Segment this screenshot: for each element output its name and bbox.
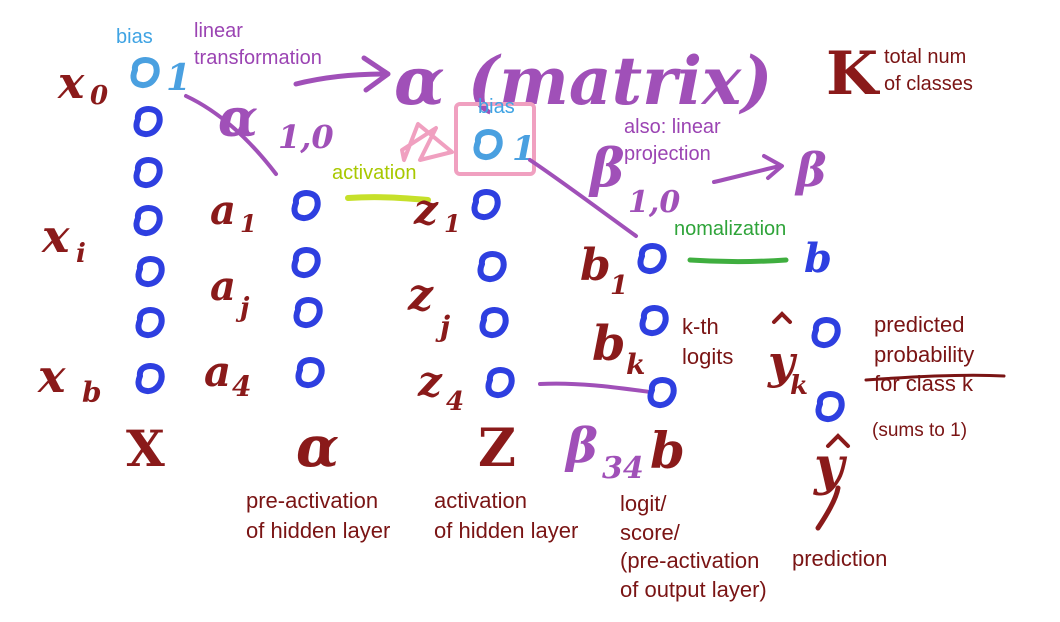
prediction-pointer (815, 485, 841, 531)
label-linear-transformation: linear transformation (194, 20, 322, 69)
logit-node (640, 246, 663, 271)
input-bias-node (133, 60, 156, 85)
symbol-a1-sub: 1 (240, 209, 257, 238)
hidden-act-node (480, 254, 503, 279)
label-also-linear-projection: also: linear projection (624, 116, 721, 165)
label-logit-score: logit/ score/ (pre-activation of output … (620, 491, 767, 602)
arrow-to-alpha-matrix (293, 71, 387, 87)
label-bias-hidden: bias (478, 96, 515, 118)
logit-node (650, 380, 673, 405)
symbol-b1-sub: 1 (610, 271, 628, 301)
symbol-beta-right: β (794, 143, 827, 197)
arrow-head (361, 55, 391, 93)
label-activation-hidden: activation of hidden layer (434, 488, 579, 543)
input-bias-one: 1 (166, 57, 191, 99)
symbol-z4: z (417, 357, 443, 406)
symbol-xb-sub: b (82, 376, 102, 409)
symbol-zj-sub: j (435, 310, 450, 343)
symbol-zj: z (407, 270, 434, 321)
input-node (138, 310, 161, 335)
activation-line (345, 194, 431, 203)
hidden-pre-node (294, 250, 317, 275)
symbol-beta-34-sub: 34 (602, 451, 644, 486)
weight-line-beta-34 (538, 381, 652, 394)
symbol-b1: b (580, 240, 611, 291)
weight-line-beta-10 (528, 158, 638, 238)
input-node (136, 160, 159, 185)
hidden-act-node (474, 192, 497, 217)
symbol-alpha-10-sub: 1,0 (278, 118, 334, 156)
label-total-num-classes: total num of classes (884, 46, 973, 95)
label-activation: activation (332, 162, 417, 184)
symbol-aj-sub: j (235, 293, 250, 323)
hidden-bias-node (476, 132, 499, 157)
symbol-a4-sub: 4 (232, 370, 251, 403)
symbol-a4: a (204, 347, 231, 396)
input-node (138, 366, 161, 391)
hidden-act-node (482, 310, 505, 335)
symbol-b-normalized: b (804, 235, 832, 282)
symbol-x0-sub: 0 (90, 81, 108, 111)
probability-node (814, 320, 837, 345)
symbol-aj: a (210, 263, 236, 310)
pink-star (400, 122, 454, 162)
symbol-Z: Z (478, 418, 516, 479)
label-pre-activation-hidden: pre-activation of hidden layer (246, 488, 391, 543)
symbol-xb: x (37, 349, 66, 403)
symbol-X: X (126, 419, 165, 478)
hidden-act-node (488, 370, 511, 395)
symbol-beta-10: β (588, 138, 625, 199)
symbol-z1-sub: 1 (444, 209, 461, 238)
symbol-beta-10-sub: 1,0 (628, 185, 680, 220)
label-sums-to-one: (sums to 1) (872, 420, 968, 441)
input-node (136, 208, 159, 233)
hidden-pre-node (294, 193, 317, 218)
symbol-beta-34: β (564, 418, 598, 474)
yk-hat-caret (772, 311, 792, 324)
symbol-b-vector: b (650, 421, 685, 480)
input-node (136, 109, 159, 134)
symbol-yk-sub: k (790, 371, 808, 401)
label-normalization: nomalization (674, 218, 787, 240)
weight-line-alpha-10 (184, 94, 278, 176)
logit-node (642, 308, 665, 333)
symbol-x0: x (57, 58, 85, 109)
probability-underline (864, 373, 1006, 382)
hidden-bias-box (454, 102, 536, 176)
hidden-pre-node (298, 360, 321, 385)
symbol-xi-sub: i (76, 239, 86, 269)
input-node (138, 259, 161, 284)
symbol-z4-sub: 4 (446, 387, 464, 417)
symbol-alpha-10: α (218, 88, 258, 149)
normalization-line (687, 257, 789, 264)
y-hat-caret (826, 433, 850, 448)
symbol-z1: z (413, 185, 439, 234)
label-predicted-probability: predicted probability for class k (874, 312, 975, 397)
symbol-a-vector: α (296, 414, 339, 480)
arrow-to-beta (712, 164, 782, 184)
symbol-alpha-matrix: α (matrix) (394, 42, 773, 120)
symbol-xi: x (41, 209, 70, 263)
symbol-a1: a (210, 187, 236, 234)
label-prediction: prediction (792, 546, 888, 571)
symbol-bk-sub: k (626, 348, 645, 381)
label-bias-input: bias (116, 26, 153, 48)
symbol-K: K (826, 39, 880, 109)
label-kth-logits: k-th logits (682, 314, 734, 369)
hidden-pre-node (296, 300, 319, 325)
probability-node (818, 394, 841, 419)
symbol-yk-hat: y (767, 335, 798, 389)
arrow-head (762, 154, 784, 180)
symbol-bk: b (592, 316, 626, 372)
